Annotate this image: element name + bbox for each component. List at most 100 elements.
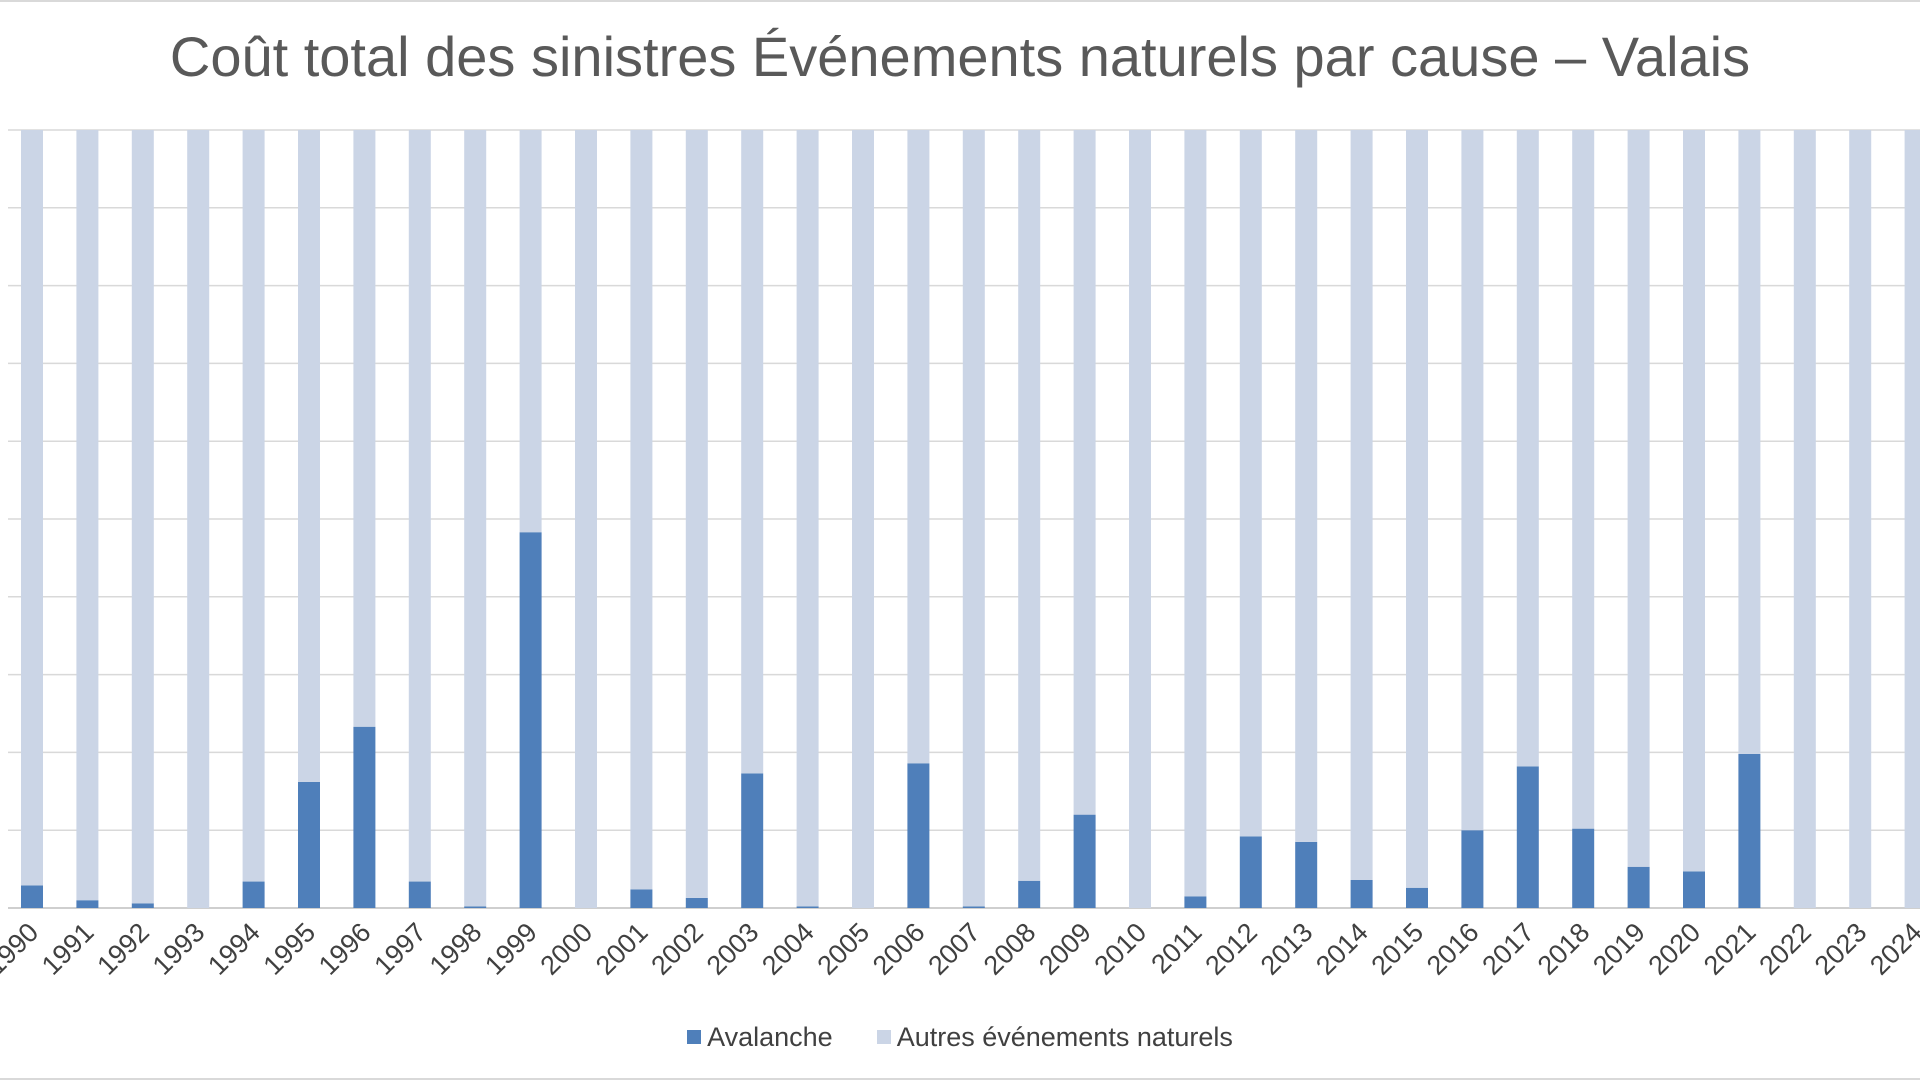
bar-avalanche-1992 — [131, 903, 154, 908]
bar-autres-2001 — [630, 130, 653, 890]
x-tick-label-2011: 2011 — [1145, 917, 1207, 979]
bar-autres-2018 — [1572, 130, 1595, 829]
bar-autres-2008 — [1018, 130, 1041, 881]
legend-item-avalanche: Avalanche — [687, 1022, 833, 1053]
legend-label: Autres événements naturels — [896, 1021, 1233, 1052]
x-tick-label-2016: 2016 — [1421, 917, 1485, 981]
bar-autres-2011 — [1184, 130, 1207, 897]
bar-avalanche-2013 — [1295, 841, 1318, 908]
bar-autres-2006 — [907, 130, 930, 764]
bar-autres-2012 — [1239, 130, 1262, 837]
bar-avalanche-2017 — [1516, 766, 1539, 908]
x-tick-label-1990: 1990 — [0, 917, 44, 981]
x-tick-label-2002: 2002 — [645, 917, 709, 981]
x-tick-label-2006: 2006 — [867, 917, 931, 981]
bar-avalanche-2002 — [685, 897, 708, 908]
bar-avalanche-2011 — [1184, 896, 1207, 908]
bar-autres-1998 — [464, 130, 487, 907]
bar-autres-2019 — [1627, 130, 1650, 867]
x-tick-label-2018: 2018 — [1532, 917, 1596, 981]
x-tick-label-2008: 2008 — [978, 917, 1042, 981]
x-tick-label-2013: 2013 — [1255, 917, 1319, 981]
x-tick-label-2000: 2000 — [535, 917, 599, 981]
bar-avalanche-2016 — [1461, 830, 1484, 908]
x-tick-label-2007: 2007 — [922, 917, 986, 981]
bar-avalanche-2021 — [1738, 753, 1761, 908]
bar-avalanche-2020 — [1683, 871, 1705, 908]
x-tick-label-2009: 2009 — [1033, 917, 1097, 981]
bar-autres-2014 — [1350, 130, 1373, 880]
bar-autres-1994 — [242, 130, 265, 882]
x-tick-label-1993: 1993 — [147, 917, 211, 981]
bar-autres-2016 — [1461, 130, 1484, 831]
legend-item-autres: Autres événements naturels — [876, 1021, 1233, 1053]
bar-autres-1990 — [21, 130, 43, 886]
bar-autres-2023 — [1849, 130, 1872, 908]
bar-autres-2013 — [1295, 130, 1318, 842]
bar-avalanche-1999 — [519, 532, 542, 908]
x-tick-label-1998: 1998 — [424, 917, 488, 981]
bar-avalanche-1996 — [353, 726, 376, 908]
x-tick-label-2020: 2020 — [1643, 917, 1707, 981]
bar-autres-2017 — [1516, 130, 1539, 767]
bar-autres-2003 — [741, 130, 764, 774]
bar-avalanche-2012 — [1239, 836, 1262, 908]
bar-avalanche-1991 — [76, 900, 99, 908]
bar-autres-2022 — [1793, 130, 1816, 908]
chart-title: Coût total des sinistres Événements natu… — [169, 25, 1751, 88]
x-tick-label-1995: 1995 — [258, 917, 322, 981]
legend-swatch — [687, 1030, 702, 1044]
bar-autres-1999 — [519, 130, 542, 533]
bar-autres-2002 — [685, 130, 708, 898]
x-tick-label-2023: 2023 — [1809, 917, 1873, 981]
bar-autres-1997 — [408, 130, 431, 882]
bar-autres-1992 — [131, 130, 154, 904]
bar-autres-2005 — [852, 130, 874, 908]
x-tick-label-2004: 2004 — [756, 917, 820, 981]
bar-autres-2020 — [1683, 130, 1705, 872]
bar-autres-2007 — [962, 130, 985, 907]
x-tick-label-2024: 2024 — [1864, 917, 1920, 981]
bar-autres-2009 — [1073, 130, 1096, 815]
x-tick-label-2012: 2012 — [1199, 917, 1263, 981]
x-tick-label-1992: 1992 — [91, 917, 155, 981]
legend-label: Avalanche — [707, 1021, 833, 1052]
bar-avalanche-2009 — [1073, 814, 1096, 908]
bar-avalanche-1990 — [21, 885, 43, 908]
bar-avalanche-1997 — [408, 881, 431, 908]
x-tick-label-1997: 1997 — [368, 917, 432, 981]
x-tick-label-2017: 2017 — [1476, 917, 1540, 981]
bar-avalanche-2019 — [1627, 866, 1650, 908]
legend: Avalanche Autres événements naturels — [0, 1020, 1920, 1053]
bar-avalanche-2014 — [1350, 879, 1373, 908]
bar-avalanche-2007 — [962, 906, 985, 908]
bar-avalanche-2018 — [1572, 828, 1595, 908]
x-tick-label-2021: 2021 — [1698, 917, 1762, 981]
bar-autres-1995 — [298, 130, 320, 782]
bar-avalanche-1998 — [464, 906, 487, 908]
bar-autres-1993 — [187, 130, 210, 908]
bar-avalanche-2004 — [796, 906, 819, 908]
bar-avalanche-2008 — [1018, 880, 1041, 908]
bar-autres-2015 — [1406, 130, 1428, 888]
x-tick-label-2014: 2014 — [1310, 917, 1374, 981]
x-tick-label-2010: 2010 — [1089, 917, 1153, 981]
x-tick-label-2019: 2019 — [1587, 917, 1651, 981]
bar-autres-1996 — [353, 130, 376, 727]
x-tick-label-1994: 1994 — [202, 917, 266, 981]
x-tick-label-2015: 2015 — [1366, 917, 1430, 981]
x-tick-label-2001: 2001 — [590, 917, 654, 981]
bar-avalanche-2003 — [741, 773, 764, 908]
bar-autres-2010 — [1129, 130, 1151, 908]
bar-avalanche-2015 — [1406, 887, 1428, 908]
bar-autres-1991 — [76, 130, 99, 901]
bar-autres-2000 — [575, 130, 597, 908]
x-tick-label-1991: 1991 — [36, 917, 100, 981]
bar-avalanche-1995 — [298, 781, 320, 908]
bar-autres-2021 — [1738, 130, 1761, 754]
x-tick-label-2022: 2022 — [1753, 917, 1817, 981]
x-tick-label-1999: 1999 — [479, 917, 543, 981]
x-tick-label-2005: 2005 — [812, 917, 876, 981]
